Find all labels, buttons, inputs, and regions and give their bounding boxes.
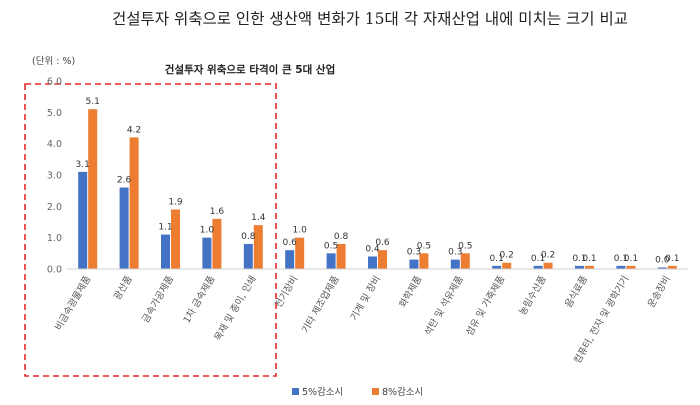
bar-series-8pct xyxy=(460,253,470,269)
bar-series-5pct xyxy=(78,171,88,269)
category-label: 섬유 및 가죽제품 xyxy=(463,273,507,337)
y-axis: 0.0 1.0 2.0 3.0 4.0 5.0 6.0 xyxy=(47,77,62,276)
bar-series-5pct xyxy=(243,243,253,269)
legend: 5%감소시 8%감소시 xyxy=(292,386,423,398)
legend-label: 8%감소시 xyxy=(382,386,423,398)
data-label: 0.2 xyxy=(541,251,555,261)
bar-series-5pct xyxy=(657,267,667,269)
bar-series-8pct xyxy=(129,137,139,269)
data-label: 0.5 xyxy=(324,241,338,251)
unit-label: (단위 : %) xyxy=(32,55,75,67)
legend-swatch xyxy=(372,388,379,395)
legend-label: 5%감소시 xyxy=(302,386,343,398)
y-tick-label: 2.0 xyxy=(47,202,62,213)
data-label: 0.1 xyxy=(614,254,628,264)
data-label: 0.6 xyxy=(375,238,390,248)
highlight-label: 건설투자 위축으로 타격이 큰 5대 산업 xyxy=(165,63,335,76)
bar-series-5pct xyxy=(285,250,295,269)
data-label: 0.4 xyxy=(365,244,380,254)
y-tick-label: 4.0 xyxy=(47,139,62,150)
bar-series-5pct xyxy=(492,265,502,269)
category-label: 기계 및 장비 xyxy=(348,274,383,323)
data-label: 0.2 xyxy=(500,251,514,261)
data-label: 0.1 xyxy=(531,254,545,264)
bar-series-8pct xyxy=(543,262,553,269)
category-label: 화학제품 xyxy=(397,274,424,310)
category-label: 음식료품 xyxy=(563,274,590,310)
bar-series-5pct xyxy=(119,187,129,269)
bar-series-8pct xyxy=(585,265,594,269)
category-label: 비금속광물제품 xyxy=(52,273,93,332)
data-labels: 3.15.12.64.21.11.91.01.60.81.40.61.00.50… xyxy=(76,97,680,265)
bar-series-5pct xyxy=(202,237,212,269)
data-label: 5.1 xyxy=(86,97,100,107)
bar-series-8pct xyxy=(336,243,346,269)
data-label: 4.2 xyxy=(127,125,141,135)
chart-title: 건설투자 위축으로 인한 생산액 변화가 15대 각 자재산업 내에 미치는 크… xyxy=(112,10,628,28)
bar-series-5pct xyxy=(409,259,419,269)
legend-swatch xyxy=(292,388,299,395)
category-label: 금속가공제품 xyxy=(140,274,176,325)
data-label: 0.1 xyxy=(572,254,586,264)
category-label: 전기장비 xyxy=(273,274,300,310)
y-tick-label: 1.0 xyxy=(47,233,62,244)
bar-series-5pct xyxy=(616,265,626,269)
category-label: 광산품 xyxy=(111,273,135,302)
y-tick-label: 3.0 xyxy=(47,171,62,182)
data-label: 0.5 xyxy=(458,241,472,251)
data-label: 1.0 xyxy=(293,226,308,236)
bar-series-8pct xyxy=(171,209,180,269)
bar-series-5pct xyxy=(450,259,460,269)
bar-series-8pct xyxy=(253,225,263,269)
data-label: 0.8 xyxy=(334,232,349,242)
bar-series-8pct xyxy=(667,265,677,269)
category-label: 석탄 및 석유제품 xyxy=(422,273,466,337)
data-label: 1.6 xyxy=(210,207,225,217)
category-label: 1차 금속제품 xyxy=(181,273,218,325)
y-tick-label: 5.0 xyxy=(47,108,62,119)
data-label: 2.6 xyxy=(117,176,132,186)
data-label: 1.1 xyxy=(158,223,172,233)
y-tick-label: 0.0 xyxy=(47,265,62,276)
bar-series-8pct xyxy=(88,109,98,269)
bar-series-5pct xyxy=(533,265,543,269)
data-label: 0.1 xyxy=(490,254,504,264)
bar-series-5pct xyxy=(575,265,584,269)
bar-series-5pct xyxy=(368,256,377,269)
data-label: 0.3 xyxy=(448,248,462,258)
category-label: 운송장비 xyxy=(646,274,673,310)
bar-series-8pct xyxy=(626,265,636,269)
data-label: 0.8 xyxy=(241,232,256,242)
data-label: 3.1 xyxy=(76,160,90,170)
bar-series-8pct xyxy=(378,250,387,269)
bar-series-8pct xyxy=(212,218,222,269)
data-label: 0.5 xyxy=(417,241,431,251)
data-label: 0.6 xyxy=(283,238,298,248)
data-label: 0.1 xyxy=(582,254,596,264)
data-label: 0.3 xyxy=(407,248,421,258)
highlight-box xyxy=(24,83,277,377)
bar-series-5pct xyxy=(326,253,336,269)
bar-series-8pct xyxy=(295,237,305,269)
bar-series-5pct xyxy=(161,234,170,269)
data-label: 0.1 xyxy=(665,254,679,264)
data-label: 0.1 xyxy=(624,254,638,264)
y-tick-label: 6.0 xyxy=(47,77,62,88)
data-label: 1.9 xyxy=(168,197,183,207)
category-label: 농림수산품 xyxy=(516,273,548,317)
category-label: 목재 및 종이, 인쇄 xyxy=(212,274,259,343)
bars xyxy=(78,109,677,269)
category-label: 기타 제조업제품 xyxy=(299,273,342,335)
bar-series-8pct xyxy=(419,253,429,269)
data-label: 0.0 xyxy=(655,256,670,266)
data-label: 1.4 xyxy=(251,213,266,223)
data-label: 1.0 xyxy=(200,226,215,236)
bar-series-8pct xyxy=(502,262,512,269)
